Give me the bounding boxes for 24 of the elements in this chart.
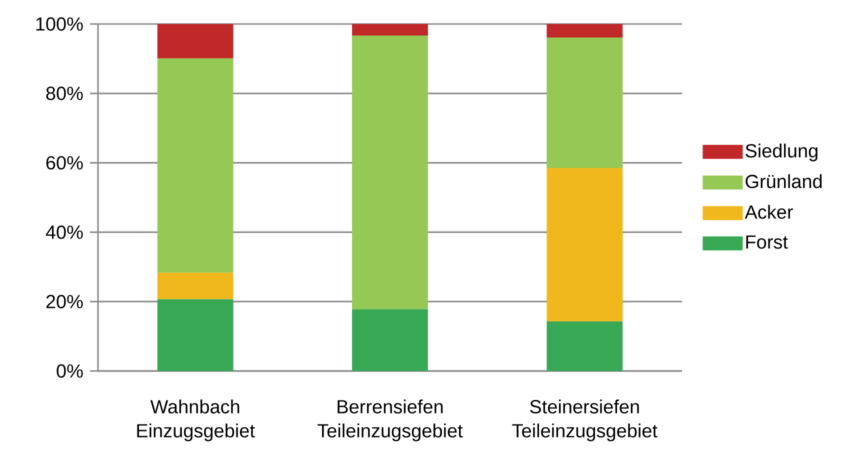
bar	[546, 38, 623, 168]
legend-label: Forst	[746, 235, 788, 249]
bar	[352, 24, 428, 36]
legend-label: Acker	[744, 204, 793, 219]
legend-label: Siedlung	[746, 144, 818, 162]
y-tick-label: 40%	[46, 225, 83, 239]
bar	[157, 299, 234, 371]
bar	[546, 24, 623, 38]
bar	[157, 272, 234, 300]
bar	[157, 24, 234, 58]
bar	[352, 35, 428, 310]
bar	[546, 321, 623, 371]
x-tick-label: Wahnbach Einzugsgebiet	[137, 400, 255, 442]
bar	[546, 168, 623, 322]
y-tick-label: 0%	[56, 364, 83, 378]
legend-label: Grünland	[746, 174, 822, 188]
x-tick-label: Steinersiefen Teileinzugsgebiet	[512, 400, 658, 442]
bar	[352, 309, 428, 371]
bar	[157, 58, 234, 273]
y-tick-label: 20%	[46, 294, 83, 308]
y-tick-label: 60%	[46, 156, 83, 170]
y-tick-label: 80%	[46, 86, 83, 100]
x-tick-label: Berrensiefen Teileinzugsgebiet	[318, 400, 463, 442]
y-tick-label: 100%	[36, 17, 83, 31]
